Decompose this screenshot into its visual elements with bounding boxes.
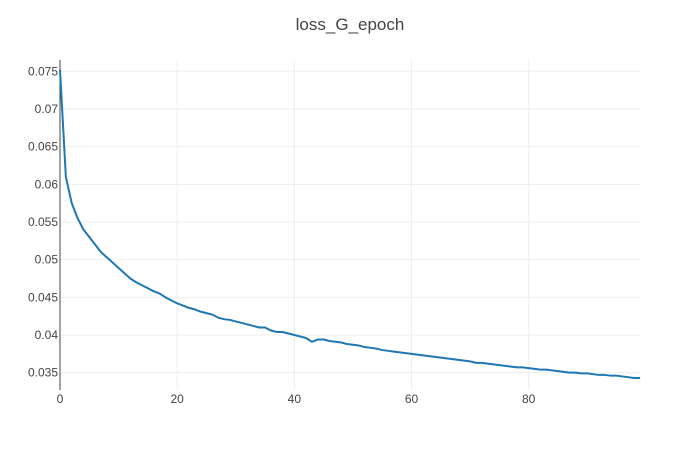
x-tick-label: 60 [405,392,419,406]
y-tick-label: 0.035 [28,366,58,380]
y-tick-label: 0.07 [35,102,59,116]
x-gridlines [176,60,530,390]
x-tick-label: 80 [522,392,536,406]
y-gridlines [60,70,640,374]
x-tick-label: 40 [288,392,302,406]
y-tick-label: 0.055 [28,215,58,229]
y-tick-label: 0.045 [28,290,58,304]
y-tick-label: 0.075 [28,64,58,78]
y-tick-label: 0.04 [35,328,59,342]
y-axis-tick-labels: 0.035 0.04 0.045 0.05 0.055 0.06 0.065 0.07 0.07… [28,64,58,379]
plot-area [59,69,640,379]
chart-title: loss_G_epoch [296,15,405,34]
x-axis-tick-labels: 0 20 40 60 80 [57,392,536,406]
loss-line-series [59,69,640,379]
y-tick-label: 0.065 [28,140,58,154]
y-tick-label: 0.05 [35,253,59,267]
y-tick-label: 0.06 [35,177,59,191]
x-tick-label: 20 [170,392,184,406]
x-tick-label: 0 [57,392,64,406]
